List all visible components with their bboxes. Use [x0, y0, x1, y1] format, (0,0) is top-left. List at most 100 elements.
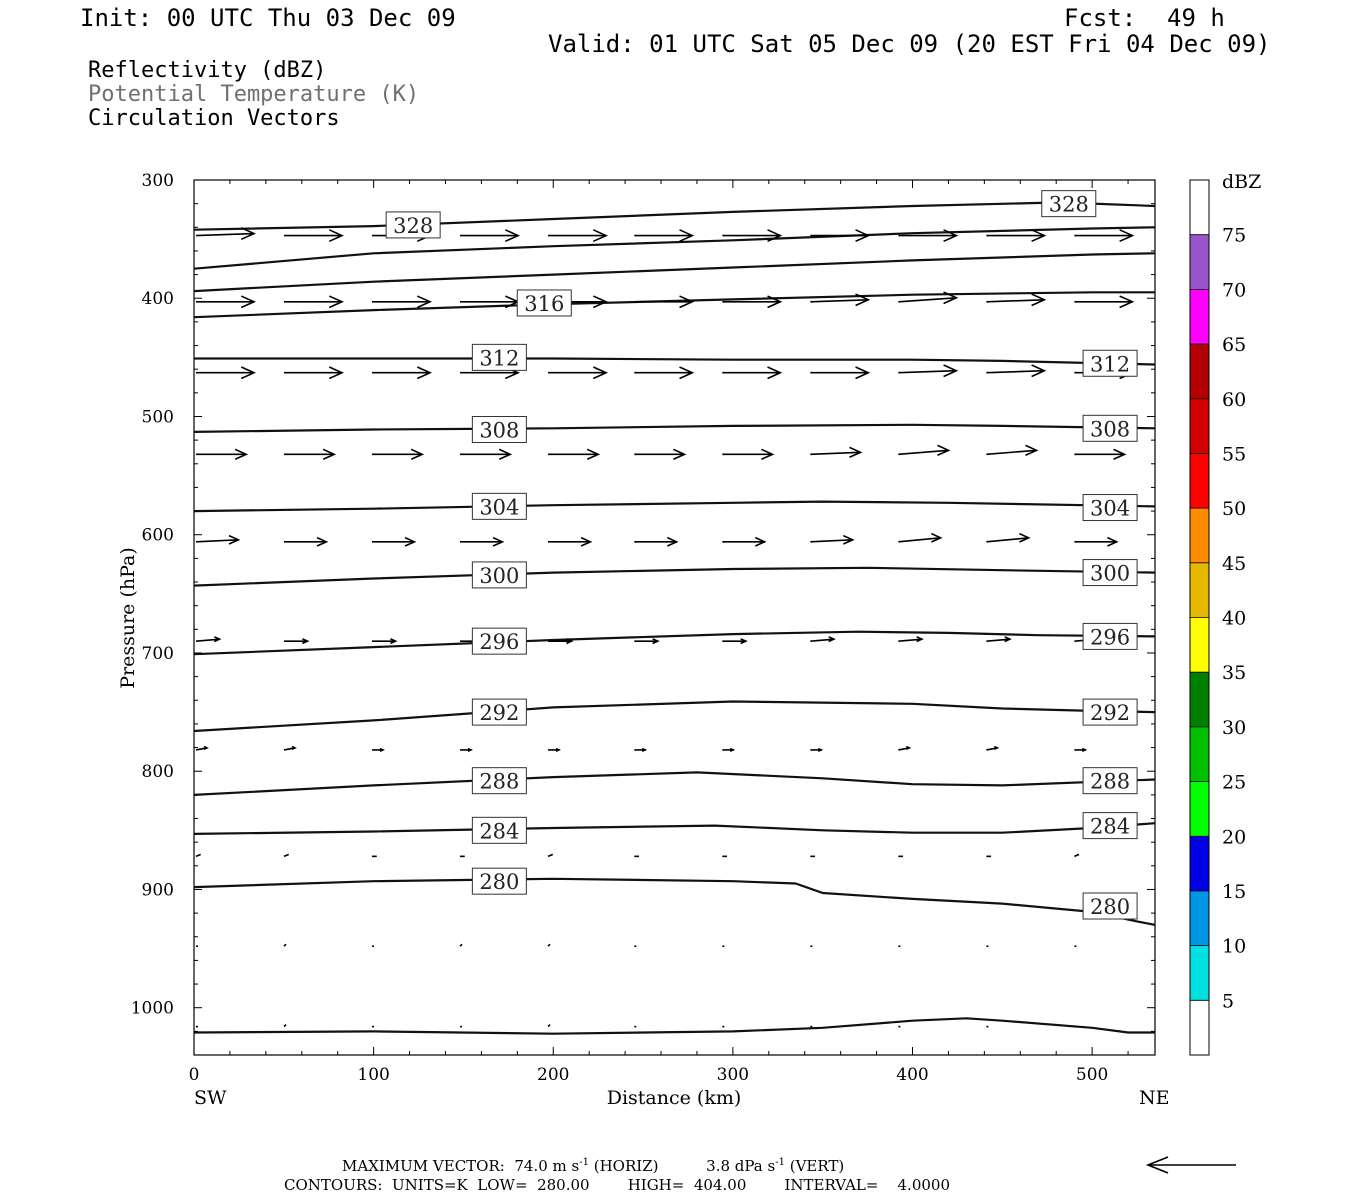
vector-head	[641, 747, 648, 753]
colorbar-swatch	[1190, 562, 1209, 618]
contour-label-box	[471, 698, 527, 726]
colorbar-level-label: 75	[1222, 225, 1246, 247]
vector-shaft	[986, 638, 1010, 642]
isentrope-280	[194, 877, 1155, 926]
contour-label: 328	[385, 211, 441, 239]
contour-label-text: 316	[524, 292, 564, 316]
contour-label-box	[516, 289, 572, 317]
vector-head	[1082, 747, 1088, 753]
vector-head	[328, 229, 344, 243]
circulation-vector	[195, 853, 202, 858]
colorbar-level-label: 25	[1222, 772, 1246, 794]
colorbar-level-label: 65	[1222, 334, 1246, 356]
circulation-vector	[722, 448, 775, 461]
contour-label: 312	[471, 343, 527, 371]
vector-head	[761, 448, 775, 461]
vector-head	[240, 366, 256, 380]
colorbar-level-label: 55	[1222, 443, 1246, 465]
vector-head	[592, 366, 609, 380]
vector-head	[1119, 229, 1135, 243]
vector-head	[592, 295, 609, 309]
contour-label-box	[1082, 349, 1138, 377]
circulation-vector	[548, 229, 609, 243]
contour-label-text: 312	[479, 346, 519, 370]
vector-shaft	[986, 537, 1029, 543]
ne-end-label: NE	[1139, 1087, 1170, 1109]
colorbar-group: 5 10 15 20 25 30 35 40 45 50 55 60 65 70 75	[1189, 179, 1246, 1056]
contour-label-text: 308	[479, 418, 519, 442]
vector-head	[679, 229, 695, 243]
contour-label-text: 296	[479, 630, 519, 654]
circulation-vector	[634, 747, 648, 753]
circulation-vector	[898, 745, 912, 751]
vector-head	[1019, 532, 1031, 543]
valid-time: Valid: 01 UTC Sat 05 Dec 09 (20 EST Fri …	[548, 30, 1271, 58]
colorbar-swatch	[1190, 234, 1209, 290]
circulation-vector	[810, 534, 855, 545]
colorbar-swatch	[1190, 344, 1209, 399]
circulation-vector	[547, 853, 554, 858]
contour-label-text: 292	[1090, 701, 1130, 725]
contour-label: 328	[1041, 190, 1097, 218]
circulation-vector	[460, 536, 505, 547]
vector-head	[673, 448, 687, 461]
circulation-vector	[1074, 295, 1135, 309]
circulation-vector	[372, 366, 432, 380]
circulation-vector	[284, 295, 344, 309]
vector-head	[767, 229, 783, 243]
vector-head	[390, 638, 398, 645]
vector-shaft	[195, 638, 220, 642]
isentrope-292	[194, 700, 1155, 733]
sw-end-label: SW	[194, 1087, 227, 1109]
circulation-vector	[722, 536, 767, 547]
vector-head	[931, 532, 943, 543]
vector-shaft	[195, 539, 239, 543]
vector-head	[754, 536, 767, 547]
contour-label: 280	[471, 867, 527, 895]
colorbar-swatch	[1190, 781, 1209, 837]
contour-label-group: 328 328 316 312 312 308 308 304 304 300 300 296 296 2…	[385, 190, 1138, 920]
contour-label-text: 284	[479, 819, 519, 843]
contour-label: 316	[516, 289, 572, 317]
axes-group: 0 100 200 300 400 500 300 400 500 600 700 800 900 100…	[131, 171, 1155, 1085]
y-tick-label: 400	[142, 289, 174, 309]
vector-shaft	[898, 638, 922, 642]
contour-label: 296	[471, 627, 527, 655]
field-circulation-vectors: Circulation Vectors	[88, 106, 340, 131]
circulation-vector	[722, 638, 748, 645]
contour-label: 292	[1082, 698, 1138, 726]
circulation-vector	[898, 229, 959, 243]
field-potential-temperature: Potential Temperature (K)	[88, 82, 420, 107]
contour-label: 308	[1082, 414, 1138, 442]
field-reflectivity: Reflectivity (dBZ)	[88, 58, 327, 83]
x-tick-label: 500	[1076, 1065, 1108, 1085]
colorbar-level-label: 10	[1222, 936, 1246, 958]
y-tick-label: 500	[142, 407, 174, 427]
vector-shaft	[898, 369, 957, 374]
vector-head	[767, 366, 783, 380]
vector-head	[240, 295, 256, 309]
contour-label-text: 284	[1090, 815, 1130, 839]
circulation-vector	[986, 532, 1031, 543]
colorbar-swatch	[1190, 508, 1209, 563]
contour-label: 292	[471, 698, 527, 726]
isentrope-312	[194, 357, 1155, 366]
circulation-vector	[898, 364, 959, 378]
circulation-vector	[283, 745, 297, 751]
vector-shaft	[1074, 853, 1080, 858]
contour-label-box	[471, 867, 527, 895]
circulation-vector	[460, 229, 520, 243]
vector-shaft	[986, 369, 1045, 374]
circulation-vector	[372, 448, 425, 461]
vector-shaft	[547, 1024, 551, 1028]
contour-label: 280	[1082, 892, 1138, 920]
isentrope-324	[194, 226, 1155, 270]
reference-vector	[1145, 1156, 1236, 1174]
circulation-vector	[986, 229, 1047, 243]
x-tick-label: 400	[896, 1065, 928, 1085]
vector-shaft	[283, 853, 290, 858]
contour-label: 284	[471, 816, 527, 844]
circulation-vector	[460, 747, 473, 753]
vector-head	[566, 638, 574, 645]
